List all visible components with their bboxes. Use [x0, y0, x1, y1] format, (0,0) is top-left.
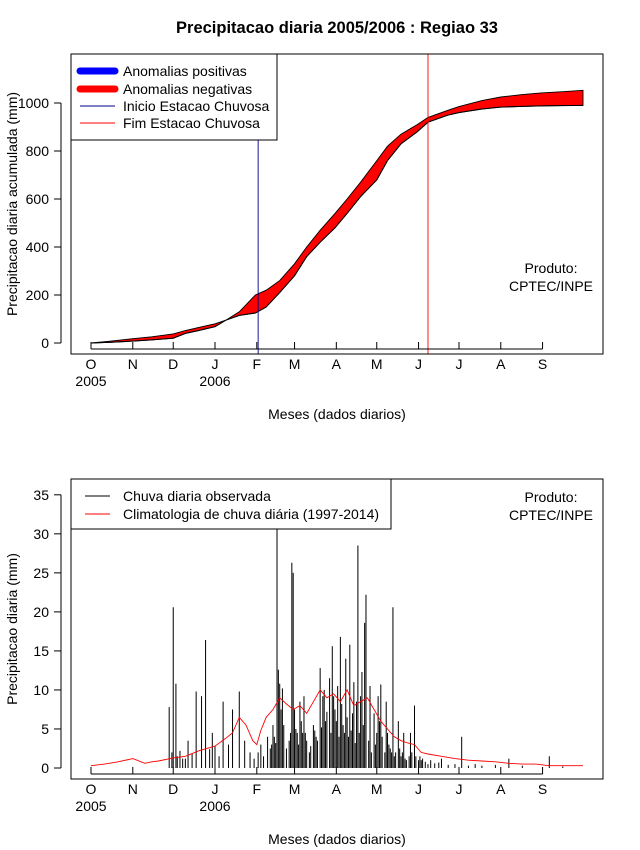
daily-x-tick-label: O — [86, 781, 97, 797]
cumulative-x-tick-label: J — [212, 356, 219, 372]
daily-y-tick-label: 15 — [33, 643, 49, 659]
cumulative-x-tick-label: J — [415, 356, 422, 372]
daily-x-tick-label: J — [455, 781, 462, 797]
daily-x-tick-label: N — [128, 781, 138, 797]
cumulative-panel: 0 200 400 600 800 1000 O N D J F M A M J J A S 2005 2006 P… — [4, 53, 604, 422]
observed-rain-bars — [168, 510, 564, 768]
legend-label-start: Inicio Estacao Chuvosa — [123, 98, 270, 114]
daily-y-tick-label: 25 — [33, 565, 49, 581]
legend-label-observed: Chuva diaria observada — [123, 488, 271, 504]
cumulative-x-tick-label: O — [86, 356, 97, 372]
daily-x-tick-label: A — [332, 781, 342, 797]
daily-x-tick-label: J — [415, 781, 422, 797]
daily-x-tick-label: F — [253, 781, 262, 797]
cumulative-x-tick-label: F — [253, 356, 262, 372]
daily-annotation-line1: Produto: — [525, 489, 578, 505]
cumulative-x-tick-label: A — [332, 356, 342, 372]
cumulative-x-tick-label: A — [496, 356, 506, 372]
cumulative-x-tick-label: M — [289, 356, 301, 372]
legend-label-negative: Anomalias negativas — [123, 81, 252, 97]
cumulative-annotation-line2: CPTEC/INPE — [509, 278, 593, 294]
daily-annotation-line2: CPTEC/INPE — [509, 507, 593, 523]
legend-label-climatology: Climatologia de chuva diária (1997-2014) — [123, 506, 379, 522]
daily-x-tick-label: D — [168, 781, 178, 797]
cumulative-y-tick-label: 0 — [41, 335, 49, 351]
cumulative-y-tick-label: 800 — [26, 143, 50, 159]
daily-x-tick-label: J — [212, 781, 219, 797]
cumulative-x-tick-label: S — [538, 356, 547, 372]
daily-y-axis: 0 5 10 15 20 25 30 35 — [33, 487, 62, 776]
daily-panel: 0 5 10 15 20 25 30 35 O N D J F M A M J J A S 2005 2006 Prec… — [4, 478, 604, 847]
cumulative-x-label: Meses (dados diarios) — [268, 406, 406, 422]
cumulative-x-tick-label: N — [128, 356, 138, 372]
daily-x-tick-label: S — [538, 781, 547, 797]
cumulative-legend: Anomalias positivas Anomalias negativas … — [70, 53, 278, 141]
cumulative-y-label: Precipitacao diaria acumulada (mm) — [4, 92, 20, 316]
cumulative-y-tick-label: 1000 — [18, 95, 49, 111]
cumulative-year-label: 2006 — [199, 373, 230, 389]
daily-x-tick-label: A — [496, 781, 506, 797]
daily-y-tick-label: 20 — [33, 604, 49, 620]
observed-cumulative-line — [90, 104, 584, 344]
cumulative-y-tick-label: 600 — [26, 191, 50, 207]
cumulative-x-tick-label: J — [455, 356, 462, 372]
legend-label-end: Fim Estacao Chuvosa — [123, 115, 260, 131]
climatology-line — [90, 688, 583, 767]
cumulative-plot-frame — [70, 53, 604, 355]
daily-year-label: 2006 — [199, 798, 230, 814]
legend-label-positive: Anomalias positivas — [123, 63, 247, 79]
cumulative-year-label: 2005 — [75, 373, 106, 389]
cumulative-x-axis: O N D J F M A M J J A S 2005 2006 — [75, 342, 547, 389]
daily-y-tick-label: 35 — [33, 487, 49, 503]
daily-legend: Chuva diaria observada Climatologia de c… — [70, 478, 392, 530]
cumulative-y-tick-label: 200 — [26, 287, 50, 303]
daily-x-axis: O N D J F M A M J J A S 2005 2006 — [75, 767, 547, 814]
cumulative-annotation-line1: Produto: — [525, 260, 578, 276]
daily-y-label: Precipitacao diaria (mm) — [4, 553, 20, 705]
cumulative-y-tick-label: 400 — [26, 239, 50, 255]
cumulative-x-tick-label: M — [371, 356, 383, 372]
daily-x-label: Meses (dados diarios) — [268, 831, 406, 847]
cumulative-x-tick-label: D — [168, 356, 178, 372]
cumulative-y-axis: 0 200 400 600 800 1000 — [18, 95, 62, 351]
anomaly-bands — [90, 89, 584, 344]
daily-year-label: 2005 — [75, 798, 106, 814]
daily-x-tick-label: M — [289, 781, 301, 797]
daily-y-tick-label: 30 — [33, 526, 49, 542]
daily-y-tick-label: 10 — [33, 682, 49, 698]
daily-x-tick-label: M — [371, 781, 383, 797]
daily-y-tick-label: 0 — [41, 760, 49, 776]
figure-title: Precipitacao diaria 2005/2006 : Regiao 3… — [176, 19, 498, 37]
daily-y-tick-label: 5 — [41, 721, 49, 737]
